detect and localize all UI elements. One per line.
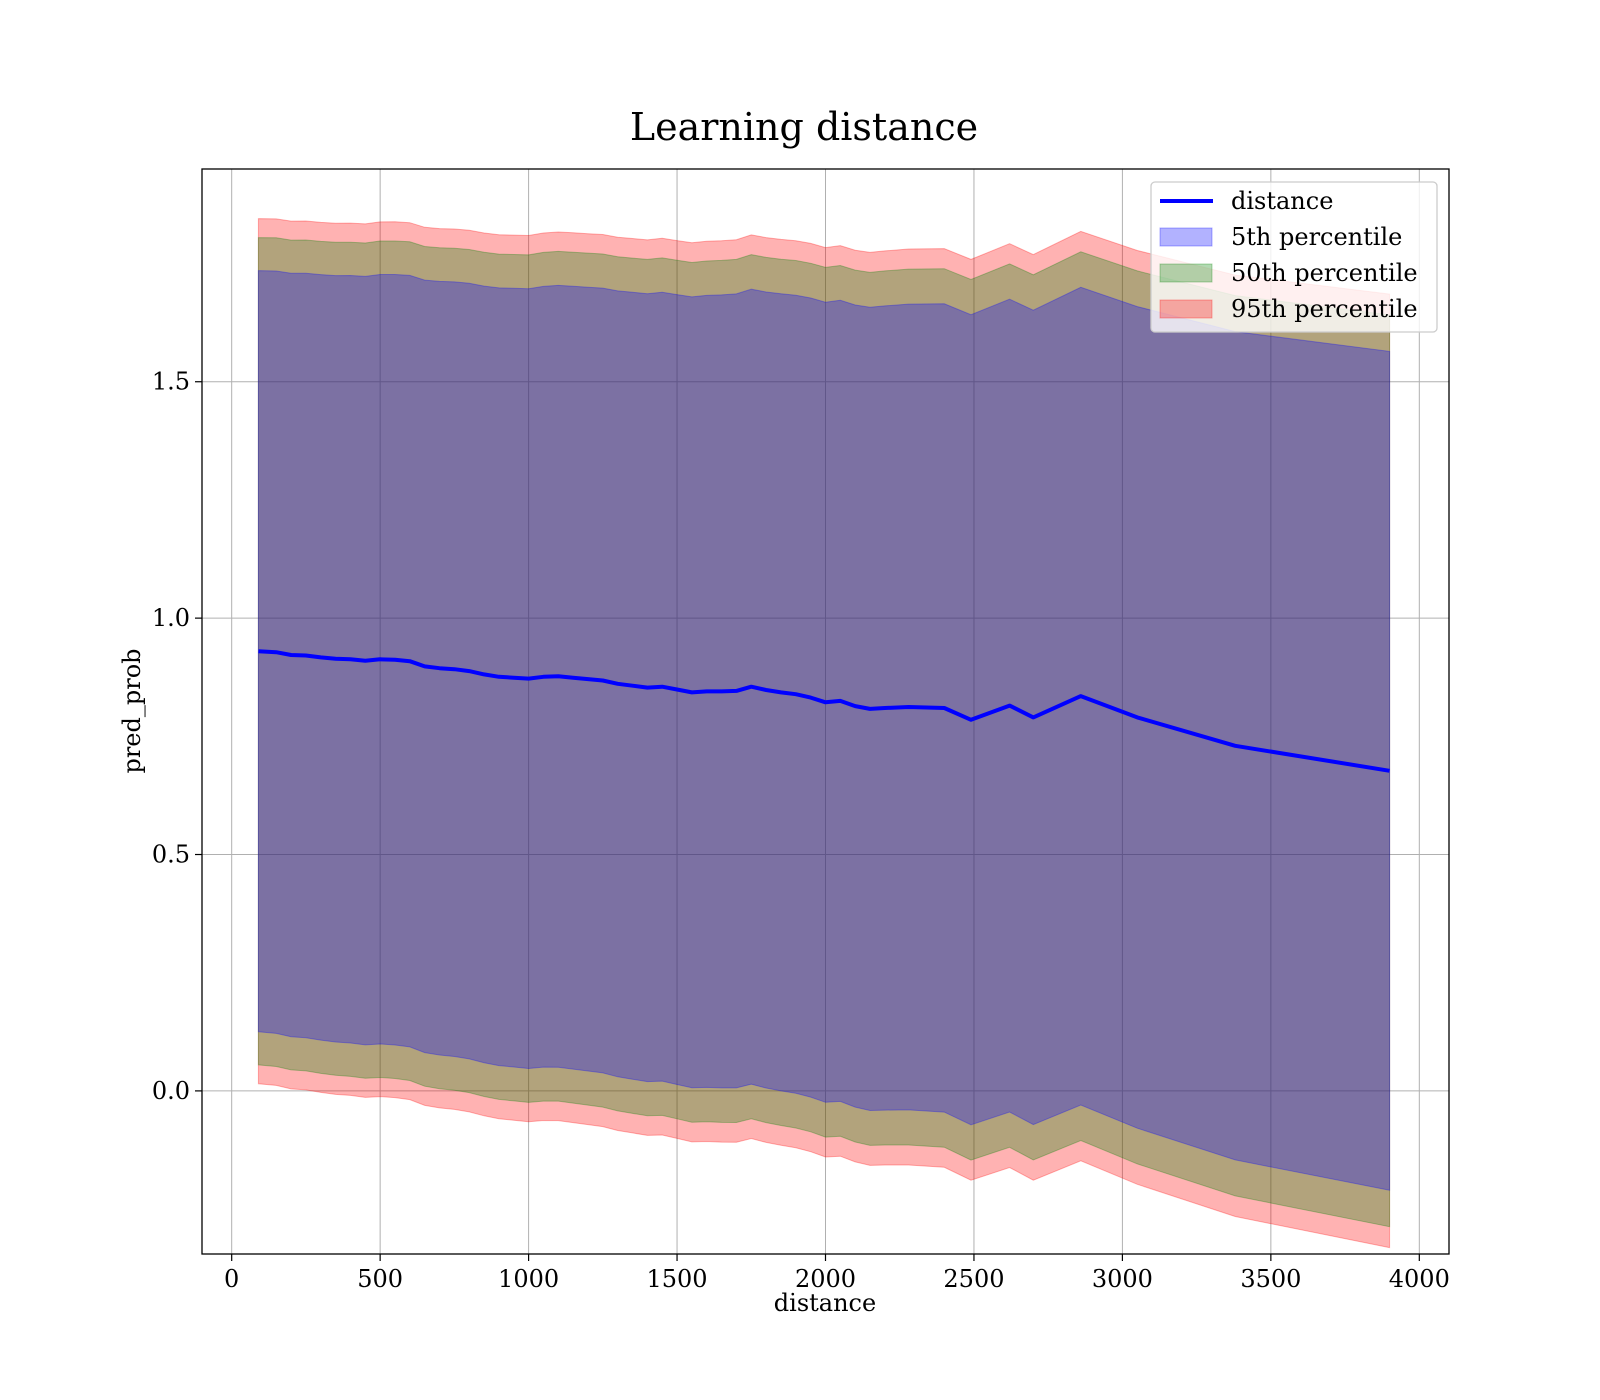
legend-swatch-50th: [1159, 263, 1213, 283]
x-tick-label: 2000: [795, 1265, 856, 1293]
grid: [202, 169, 1449, 1254]
x-axis-label: distance: [774, 1289, 876, 1317]
series-line-distance: [258, 649, 1390, 773]
band-5th-percentile: [257, 270, 1391, 1191]
y-tick-label: 1.0: [152, 604, 190, 632]
band-95th-percentile: [257, 218, 1391, 1249]
legend-label-95th: 95th percentile: [1231, 295, 1418, 323]
confidence-bands: [257, 218, 1391, 1249]
x-axis-ticks: 0 500 1000 1500 2000 2500 3000 3500 4000: [224, 1254, 1450, 1293]
x-tick-label: 3500: [1240, 1265, 1301, 1293]
legend-swatch-5th: [1159, 227, 1213, 247]
legend-label-50th: 50th percentile: [1231, 259, 1418, 287]
x-tick-label: 2500: [943, 1265, 1004, 1293]
x-tick-label: 1500: [647, 1265, 708, 1293]
legend-label-distance: distance: [1231, 187, 1333, 215]
legend-swatch-95th: [1159, 299, 1213, 319]
legend-box: [1150, 181, 1438, 333]
x-tick-label: 4000: [1389, 1265, 1450, 1293]
legend-label-5th: 5th percentile: [1231, 223, 1402, 251]
legend: distance 5th percentile 50th percentile …: [1150, 181, 1438, 333]
y-tick-label: 0.0: [152, 1077, 190, 1105]
band-50th-percentile: [257, 237, 1391, 1228]
y-tick-label: 0.5: [152, 841, 190, 869]
x-tick-label: 3000: [1092, 1265, 1153, 1293]
y-tick-label: 1.5: [152, 368, 190, 396]
x-tick-label: 500: [357, 1265, 403, 1293]
x-tick-label: 0: [224, 1265, 239, 1293]
y-axis-label: pred_prob: [118, 648, 146, 773]
y-axis-ticks: 0.0 0.5 1.0 1.5: [152, 368, 202, 1105]
chart-title: Learning distance: [630, 105, 978, 149]
x-tick-label: 1000: [498, 1265, 559, 1293]
